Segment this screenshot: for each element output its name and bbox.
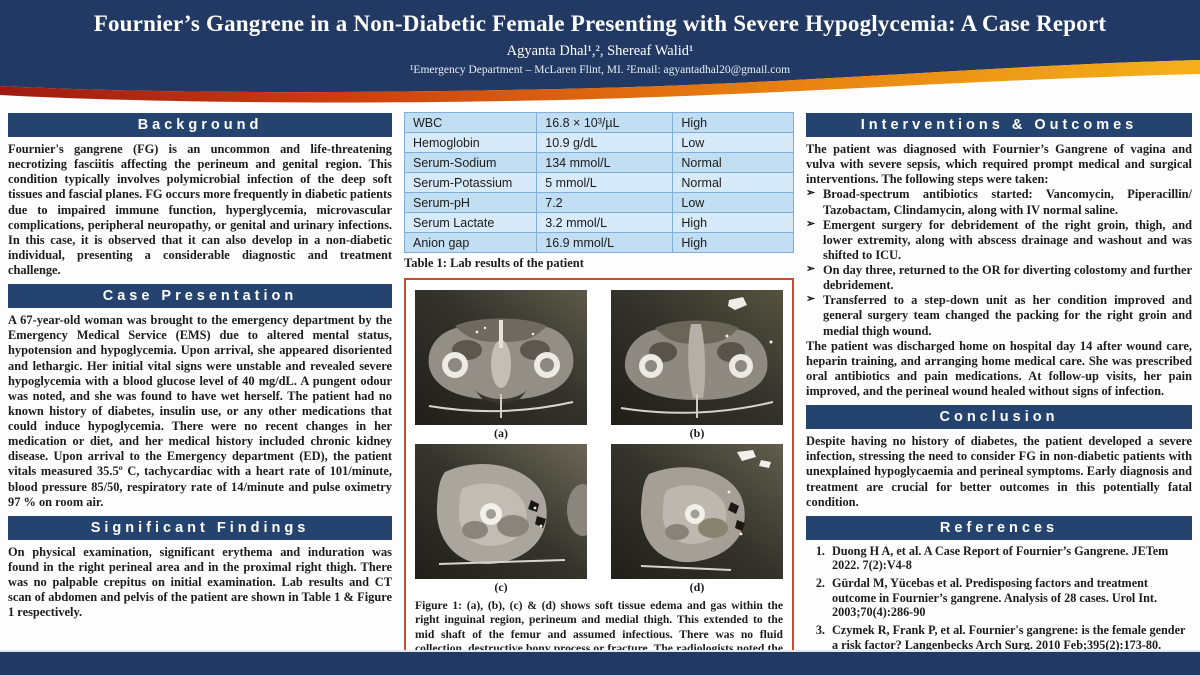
list-item: ➢ Transferred to a step-down unit as her … <box>806 293 1192 338</box>
list-item: ➢ Emergent surgery for debridement of the… <box>806 218 1192 263</box>
lab-test-value: 10.9 g/dL <box>536 132 674 153</box>
figure-label-d: (d) <box>689 580 705 594</box>
lab-test-value: 7.2 <box>536 192 674 213</box>
list-item: ➢ On day three, returned to the OR for di… <box>806 263 1192 293</box>
table-row: Anion gap 16.9 mmol/L High <box>403 232 794 253</box>
lab-test-name: Serum Lactate <box>403 212 538 233</box>
table-row: Serum Lactate 3.2 mmol/L High <box>403 212 794 233</box>
lab-test-value: 134 mmol/L <box>536 152 674 173</box>
ct-image-d <box>611 444 783 579</box>
table-caption-text: Lab results of the patient <box>446 256 584 270</box>
right-column: Interventions & Outcomes The patient was… <box>806 110 1192 655</box>
case-presentation-text: A 67-year-old woman was brought to the e… <box>8 313 392 509</box>
section-header-significant-findings: Significant Findings <box>8 515 392 540</box>
bullet-text: Broad-spectrum antibiotics started: Vanc… <box>823 187 1192 217</box>
lab-test-name: WBC <box>403 112 538 133</box>
figure-box: (a) <box>404 278 794 675</box>
table-row: Serum-Potassium 5 mmol/L Normal <box>403 172 794 193</box>
lab-test-flag: Low <box>672 192 794 213</box>
figure-panel-c: (c) <box>415 444 587 596</box>
middle-column: WBC 16.8 × 10³/µL High Hemoglobin 10.9 g… <box>403 110 794 675</box>
lab-test-value: 5 mmol/L <box>536 172 674 193</box>
arrow-bullet-icon: ➢ <box>806 217 816 230</box>
lab-test-name: Serum-pH <box>403 192 538 213</box>
arrow-bullet-icon: ➢ <box>806 263 816 275</box>
figure-label-a: (a) <box>494 426 508 440</box>
significant-findings-text: On physical examination, significant ery… <box>8 544 392 620</box>
section-header-case-presentation: Case Presentation <box>8 284 392 309</box>
figure-panel-b: (b) <box>611 290 783 442</box>
lab-test-flag: High <box>672 232 794 253</box>
reference-item: Czymek R, Frank P, et al. Fournier's gan… <box>828 623 1192 652</box>
lab-test-flag: Normal <box>672 152 794 173</box>
arrow-bullet-icon: ➢ <box>806 293 816 306</box>
figure-label-c: (c) <box>494 580 508 594</box>
figure-label-b: (b) <box>689 426 705 440</box>
interventions-outro: The patient was discharged home on hospi… <box>806 338 1192 398</box>
interventions-bullet-list: ➢ Broad-spectrum antibiotics started: Van… <box>806 187 1192 338</box>
figure-panel-a: (a) <box>415 290 587 442</box>
bullet-text: On day three, returned to the OR for div… <box>823 263 1192 293</box>
ct-image-c <box>415 444 587 579</box>
figure-caption-label: Figure 1: <box>415 599 463 612</box>
section-header-background: Background <box>8 113 392 137</box>
conclusion-text: Despite having no history of diabetes, t… <box>806 434 1192 509</box>
table-row: Serum-pH 7.2 Low <box>403 192 794 213</box>
bullet-text: Transferred to a step-down unit as her c… <box>823 293 1192 338</box>
lab-test-name: Anion gap <box>403 232 538 253</box>
ct-image-b <box>611 290 783 425</box>
interventions-intro: The patient was diagnosed with Fournier’… <box>806 142 1192 187</box>
lab-test-name: Serum-Potassium <box>403 172 538 193</box>
ct-image-grid: (a) <box>415 290 783 596</box>
list-item: ➢ Broad-spectrum antibiotics started: Van… <box>806 187 1192 217</box>
lab-test-flag: Normal <box>672 172 794 193</box>
reference-item: Gürdal M, Yücebas et al. Predisposing fa… <box>828 576 1192 620</box>
left-column: Background Fournier's gangrene (FG) is a… <box>8 110 392 626</box>
section-header-references: References <box>806 515 1192 540</box>
table-row: Serum-Sodium 134 mmol/L Normal <box>403 152 794 173</box>
lab-test-value: 16.8 × 10³/µL <box>536 112 674 133</box>
references-list: Duong H A, et al. A Case Report of Fourn… <box>806 544 1192 652</box>
table-caption: Table 1: Lab results of the patient <box>404 256 794 271</box>
table-row: Hemoglobin 10.9 g/dL Low <box>403 132 794 153</box>
poster-authors: Agyanta Dhal¹,², Shereaf Walid¹ <box>506 43 694 59</box>
lab-test-value: 16.9 mmol/L <box>536 232 674 253</box>
figure-panel-d: (d) <box>611 444 783 596</box>
reference-item: Duong H A, et al. A Case Report of Fourn… <box>828 544 1192 573</box>
background-text: Fournier's gangrene (FG) is an uncommon … <box>8 142 393 277</box>
section-header-interventions: Interventions & Outcomes <box>806 113 1192 137</box>
section-header-conclusion: Conclusion <box>806 405 1192 430</box>
table-caption-label: Table 1: <box>404 256 447 270</box>
lab-test-flag: Low <box>672 132 794 153</box>
ct-image-a <box>415 290 587 425</box>
arrow-bullet-icon: ➢ <box>806 187 816 200</box>
lab-test-flag: High <box>672 212 794 233</box>
lab-results-table: WBC 16.8 × 10³/µL High Hemoglobin 10.9 g… <box>403 112 794 253</box>
poster-affiliation: ¹Emergency Department – McLaren Flint, M… <box>409 64 791 76</box>
table-row: WBC 16.8 × 10³/µL High <box>403 112 794 133</box>
lab-table-body: WBC 16.8 × 10³/µL High Hemoglobin 10.9 g… <box>403 112 794 253</box>
lab-test-name: Serum-Sodium <box>403 152 538 173</box>
header-swoosh-graphic <box>0 0 1200 103</box>
lab-test-name: Hemoglobin <box>403 132 538 153</box>
lab-test-flag: High <box>672 112 794 133</box>
poster-header: Fournier’s Gangrene in a Non-Diabetic Fe… <box>0 0 1200 76</box>
poster-title: Fournier’s Gangrene in a Non-Diabetic Fe… <box>93 11 1107 36</box>
footer-bar <box>0 650 1200 675</box>
lab-test-value: 3.2 mmol/L <box>536 212 674 233</box>
bullet-text: Emergent surgery for debridement of the … <box>823 217 1192 262</box>
